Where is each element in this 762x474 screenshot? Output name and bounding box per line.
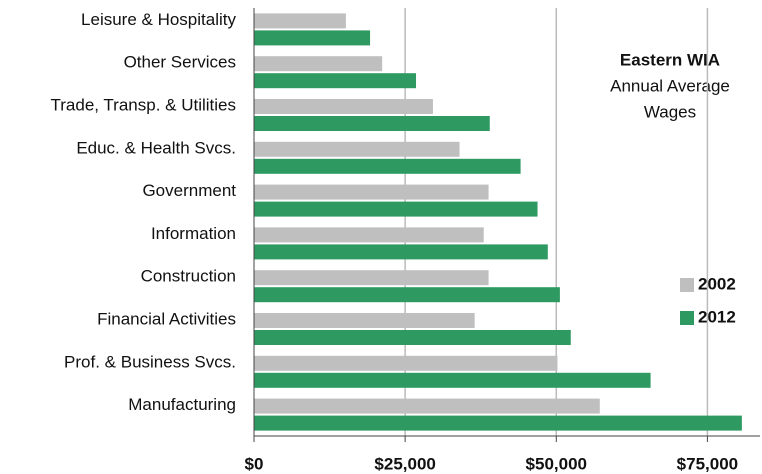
y-tick-label: Other Services: [124, 53, 236, 72]
bar: [254, 270, 489, 286]
bar: [254, 398, 600, 414]
y-tick-label: Government: [142, 181, 236, 200]
y-tick-label: Construction: [141, 267, 236, 286]
legend-swatch: [680, 278, 694, 292]
bar: [254, 158, 521, 174]
legend-swatch: [680, 311, 694, 325]
bar: [254, 184, 489, 200]
chart-subtitle: Wages: [644, 102, 696, 121]
bar: [254, 73, 417, 89]
bar: [254, 141, 460, 157]
x-tick-label: $25,000: [374, 454, 435, 473]
x-tick-label: $50,000: [526, 454, 587, 473]
bar: [254, 99, 433, 114]
bar: [254, 244, 548, 260]
bar: [254, 415, 742, 431]
y-tick-label: Trade, Transp. & Utilities: [51, 95, 237, 114]
bar: [254, 30, 371, 46]
bar: [254, 116, 490, 131]
bar: [254, 201, 538, 217]
x-tick-label: $75,000: [677, 454, 738, 473]
bar: [254, 13, 346, 29]
bar: [254, 372, 651, 388]
bar: [254, 355, 558, 371]
y-tick-label: Financial Activities: [97, 309, 236, 328]
bar: [254, 56, 383, 72]
bar: [254, 313, 475, 328]
x-tick-label: $0: [245, 454, 264, 473]
y-tick-label: Educ. & Health Svcs.: [76, 138, 236, 157]
chart-title: Eastern WIA: [620, 50, 720, 69]
y-tick-label: Prof. & Business Svcs.: [64, 352, 236, 371]
legend-label: 2012: [698, 307, 736, 326]
y-tick-label: Information: [151, 224, 236, 243]
chart-subtitle: Annual Average: [610, 76, 730, 95]
y-tick-label: Leisure & Hospitality: [81, 10, 236, 29]
y-tick-label: Manufacturing: [128, 395, 236, 414]
bar: [254, 287, 560, 303]
bar: [254, 227, 484, 243]
legend-label: 2002: [698, 274, 736, 293]
bar: [254, 330, 571, 345]
